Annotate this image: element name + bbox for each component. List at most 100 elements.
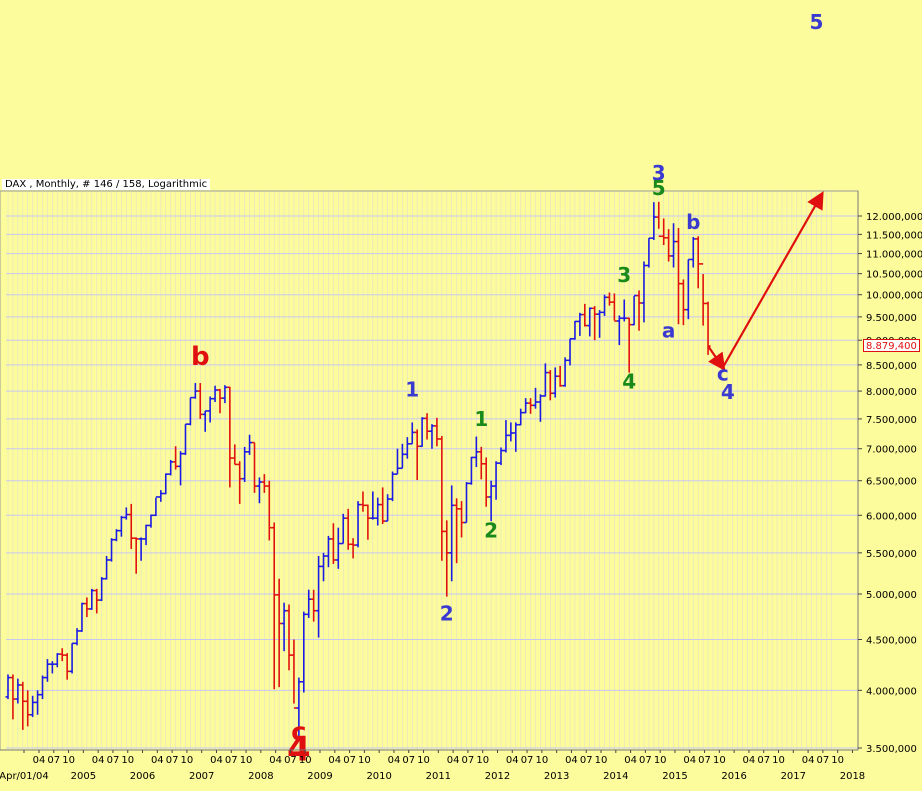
ohlc-bar (99, 577, 105, 601)
x-tick-label: 04 (683, 755, 696, 766)
ohlc-bar (567, 337, 573, 366)
wave-label: 2 (484, 518, 498, 542)
y-tick-label: 9.500,000 (866, 313, 917, 324)
x-tick-label: 10 (713, 755, 726, 766)
x-tick-label: 10 (595, 755, 608, 766)
x-tick-label: 2018 (840, 771, 865, 782)
y-tick-label: 11.500,000 (866, 230, 922, 241)
x-tick-label: 2009 (307, 771, 332, 782)
x-tick-label: 04 (506, 755, 519, 766)
ohlc-bar (271, 522, 277, 690)
plot-area (0, 190, 859, 751)
x-tick-label: 04 (33, 755, 46, 766)
x-tick-label: 07 (47, 755, 60, 766)
forecast-segment (721, 191, 824, 368)
grid (6, 191, 858, 750)
ohlc-bar (232, 444, 238, 466)
ohlc-bars (5, 201, 711, 738)
y-tick-label: 6.000,000 (866, 511, 917, 522)
y-tick-label: 4.000,000 (866, 686, 917, 697)
ohlc-bar (168, 459, 174, 476)
ohlc-bar (606, 292, 612, 306)
ohlc-bar (276, 578, 282, 688)
ohlc-bar (577, 312, 583, 336)
x-tick-label: 07 (402, 755, 415, 766)
x-tick-label: 2014 (603, 771, 628, 782)
x-tick-label: 10 (654, 755, 667, 766)
ohlc-bar (528, 398, 534, 414)
wave-label: 4 (622, 369, 636, 393)
ohlc-bar (439, 435, 445, 561)
x-tick-label: 2008 (248, 771, 273, 782)
ohlc-bar (148, 514, 154, 528)
ohlc-bar (542, 363, 548, 397)
ohlc-bar (286, 604, 292, 671)
wave-label: 3 (617, 263, 631, 287)
ohlc-bar (350, 538, 356, 559)
ohlc-bar (202, 410, 208, 432)
ohlc-bar (197, 383, 203, 419)
ohlc-bar (690, 237, 696, 268)
ohlc-bar (518, 408, 524, 426)
ohlc-bar (636, 290, 642, 331)
ohlc-bar (281, 602, 287, 652)
ohlc-bar (414, 429, 420, 481)
ohlc-bar (454, 498, 460, 564)
ohlc-bar (158, 490, 164, 502)
ohlc-bar (685, 258, 691, 320)
x-tick-label: 04 (328, 755, 341, 766)
x-tick-label: 04 (269, 755, 282, 766)
ohlc-bar (79, 602, 85, 632)
x-tick-label: 07 (462, 755, 475, 766)
x-tick-label: 04 (92, 755, 105, 766)
ohlc-bar (409, 422, 415, 445)
ohlc-bar (641, 261, 647, 323)
wave-label: 5 (652, 176, 666, 200)
y-tick-label: 5.500,000 (866, 549, 917, 560)
x-tick-label: 2011 (426, 771, 451, 782)
ohlc-bar (424, 413, 430, 440)
x-tick-label: 07 (639, 755, 652, 766)
ohlc-bar (621, 299, 627, 322)
y-axis: 3.500,000 4.000,000 4.500,000 5.000,000 5.50… (857, 191, 922, 755)
ohlc-bar (533, 387, 539, 409)
ohlc-bar (222, 385, 228, 404)
ohlc-bar (671, 223, 677, 268)
ohlc-bar (513, 422, 519, 452)
ohlc-bar (207, 396, 213, 423)
ohlc-bar (385, 494, 391, 522)
x-tick-label: 10 (299, 755, 312, 766)
x-tick-label: 04 (447, 755, 460, 766)
ohlc-bar (59, 648, 65, 662)
x-tick-label: 07 (343, 755, 356, 766)
ohlc-bar (49, 661, 55, 674)
ohlc-bar (123, 507, 129, 520)
ohlc-bar (69, 642, 75, 674)
wave-label: c (717, 361, 729, 385)
ohlc-bar (656, 201, 662, 238)
ohlc-bar (252, 441, 257, 493)
x-tick-label: 04 (624, 755, 637, 766)
ohlc-bar (473, 436, 479, 467)
ohlc-bar (192, 383, 198, 399)
x-tick-label: 07 (107, 755, 120, 766)
wave-label: b (191, 342, 210, 372)
x-tick-label: 2015 (662, 771, 687, 782)
ohlc-bar (143, 524, 149, 546)
x-tick-label: 10 (358, 755, 371, 766)
ohlc-bar (444, 520, 450, 597)
ohlc-bar (311, 589, 317, 622)
y-tick-label: 7.500,000 (866, 415, 917, 426)
wave-label: 1 (474, 407, 488, 431)
ohlc-bar (355, 501, 361, 548)
x-tick-label: 04 (565, 755, 578, 766)
ohlc-bar (646, 237, 652, 268)
ohlc-bar (74, 628, 80, 646)
ohlc-bar (651, 202, 657, 241)
y-tick-label: 11.000,000 (866, 250, 922, 261)
ohlc-bar (572, 320, 578, 340)
ohlc-bar (380, 487, 386, 525)
ohlc-bar (419, 417, 425, 448)
y-axis-panel (858, 191, 922, 750)
ohlc-bar (138, 537, 144, 561)
